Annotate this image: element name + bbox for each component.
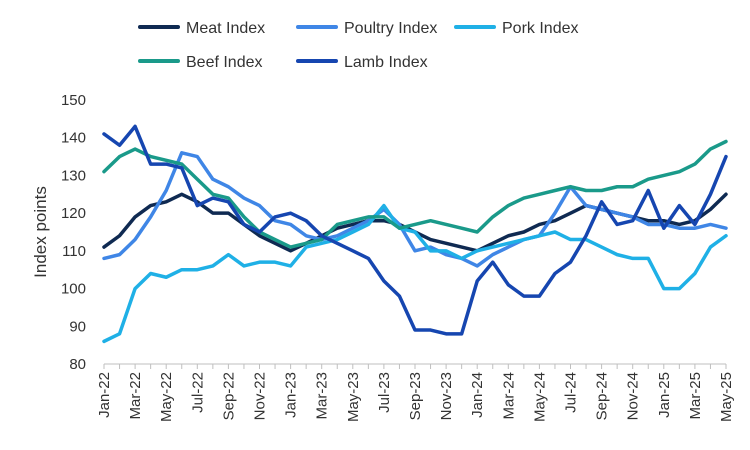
x-tick-label-nov-23: Nov-23 bbox=[438, 372, 455, 420]
legend-label-lamb-index: Lamb Index bbox=[344, 54, 428, 71]
x-tick-label-jan-23: Jan-23 bbox=[283, 372, 300, 418]
legend: Meat Index Poultry Index Pork Index Beef In… bbox=[138, 20, 578, 71]
x-tick-label-jul-22: Jul-22 bbox=[189, 372, 206, 413]
x-tick-label-mar-24: Mar-24 bbox=[500, 372, 517, 420]
x-tick-label-may-25: May-25 bbox=[718, 372, 735, 422]
legend-label-beef-index: Beef Index bbox=[186, 54, 263, 71]
x-tick-label-sep-24: Sep-24 bbox=[594, 372, 611, 420]
x-tick-label-jan-24: Jan-24 bbox=[469, 372, 486, 418]
x-tick-label-nov-22: Nov-22 bbox=[252, 372, 269, 420]
y-tick-label-100: 100 bbox=[61, 281, 86, 298]
series-line-lamb-index bbox=[102, 124, 728, 336]
y-tick-label-110: 110 bbox=[62, 243, 86, 260]
legend-label-pork-index: Pork Index bbox=[502, 20, 578, 37]
y-tick-label-140: 140 bbox=[61, 130, 86, 147]
x-tick-label-may-23: May-23 bbox=[345, 372, 362, 422]
x-tick-label-sep-23: Sep-23 bbox=[407, 372, 424, 420]
x-tick-label-may-22: May-22 bbox=[158, 372, 175, 422]
x-tick-label-sep-22: Sep-22 bbox=[220, 372, 237, 420]
series-line-poultry-index bbox=[102, 151, 728, 268]
x-axis: Jan-22 Mar-22 May-22 Jul-22 Sep-22 Nov-22 Jan-… bbox=[96, 363, 735, 422]
legend-label-poultry-index: Poultry Index bbox=[344, 20, 437, 37]
x-tick-label-jul-24: Jul-24 bbox=[563, 372, 580, 413]
y-tick-label-80: 80 bbox=[69, 356, 86, 373]
x-tick-label-mar-22: Mar-22 bbox=[127, 372, 144, 420]
y-tick-label-120: 120 bbox=[61, 205, 86, 222]
x-tick-label-mar-25: Mar-25 bbox=[687, 372, 704, 420]
series-line-pork-index bbox=[102, 203, 728, 344]
y-tick-label-150: 150 bbox=[61, 92, 86, 109]
x-tick-label-jul-23: Jul-23 bbox=[376, 372, 393, 413]
y-axis-title: Index points bbox=[31, 186, 50, 278]
x-tick-label-jan-22: Jan-22 bbox=[96, 372, 113, 418]
legend-label-meat-index: Meat Index bbox=[186, 20, 265, 37]
y-axis: 80 90 100 110 120 130 140 150 bbox=[61, 92, 86, 373]
series-lines bbox=[102, 124, 728, 344]
y-tick-label-130: 130 bbox=[61, 167, 86, 184]
series-line-beef-index bbox=[102, 139, 728, 249]
y-tick-label-90: 90 bbox=[69, 318, 86, 335]
x-tick-label-may-24: May-24 bbox=[531, 372, 548, 422]
x-tick-label-mar-23: Mar-23 bbox=[314, 372, 331, 420]
x-tick-label-jan-25: Jan-25 bbox=[656, 372, 673, 418]
x-tick-label-nov-24: Nov-24 bbox=[625, 372, 642, 420]
